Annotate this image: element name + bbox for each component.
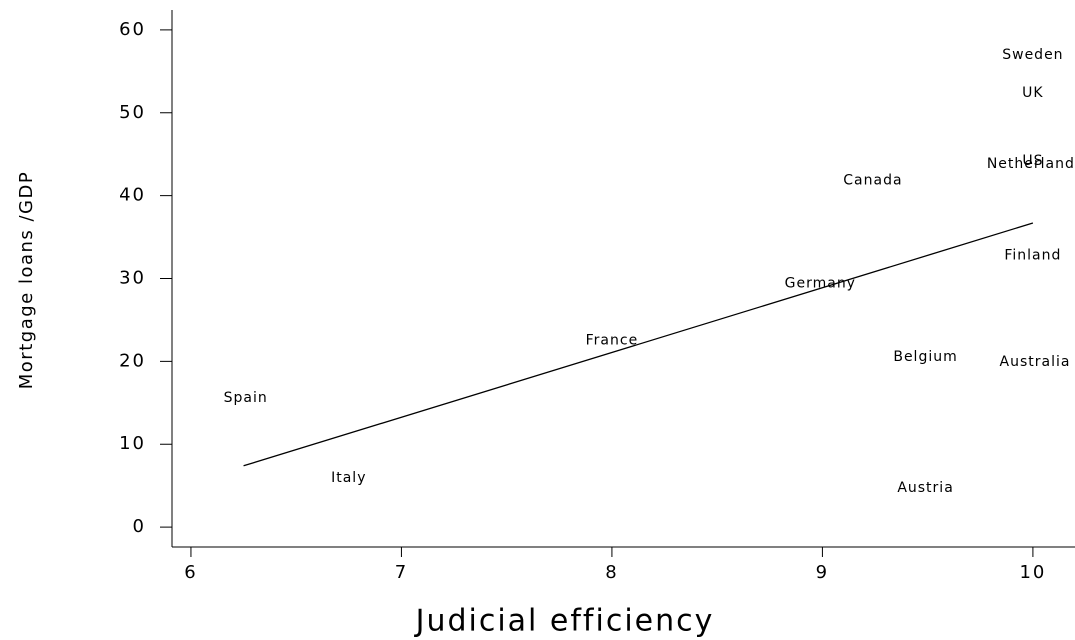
x-axis-label: Judicial efficiency bbox=[414, 604, 715, 639]
y-tick-label: 0 bbox=[133, 516, 146, 537]
fit-line bbox=[243, 222, 1034, 467]
point-label: Belgium bbox=[893, 349, 957, 365]
y-tick-label: 60 bbox=[119, 19, 146, 40]
point-label: Italy bbox=[331, 470, 366, 486]
y-tick-label: 10 bbox=[119, 433, 146, 454]
y-tick-label: 50 bbox=[119, 102, 146, 123]
y-tick-label: 30 bbox=[119, 268, 146, 289]
point-label: Australia bbox=[1000, 354, 1071, 370]
point-label: Netherlands bbox=[987, 156, 1075, 172]
point-label: UK bbox=[1022, 85, 1043, 101]
point-label: Spain bbox=[224, 390, 268, 406]
x-tick-label: 8 bbox=[605, 562, 618, 583]
x-tick-label: 6 bbox=[184, 562, 197, 583]
y-tick-label: 20 bbox=[119, 350, 146, 371]
point-label: France bbox=[586, 333, 639, 349]
y-axis-label: Mortgage loans /GDP bbox=[16, 171, 37, 389]
point-label: Germany bbox=[785, 275, 856, 291]
point-label: Finland bbox=[1004, 247, 1061, 263]
point-label: US bbox=[1022, 153, 1043, 169]
point-label: Sweden bbox=[1002, 47, 1063, 63]
point-label: Austria bbox=[897, 480, 953, 496]
point-label: Canada bbox=[843, 173, 902, 189]
x-tick-label: 9 bbox=[816, 562, 829, 583]
x-tick-label: 10 bbox=[1019, 562, 1046, 583]
x-tick-label: 7 bbox=[395, 562, 408, 583]
y-tick-label: 40 bbox=[119, 185, 146, 206]
